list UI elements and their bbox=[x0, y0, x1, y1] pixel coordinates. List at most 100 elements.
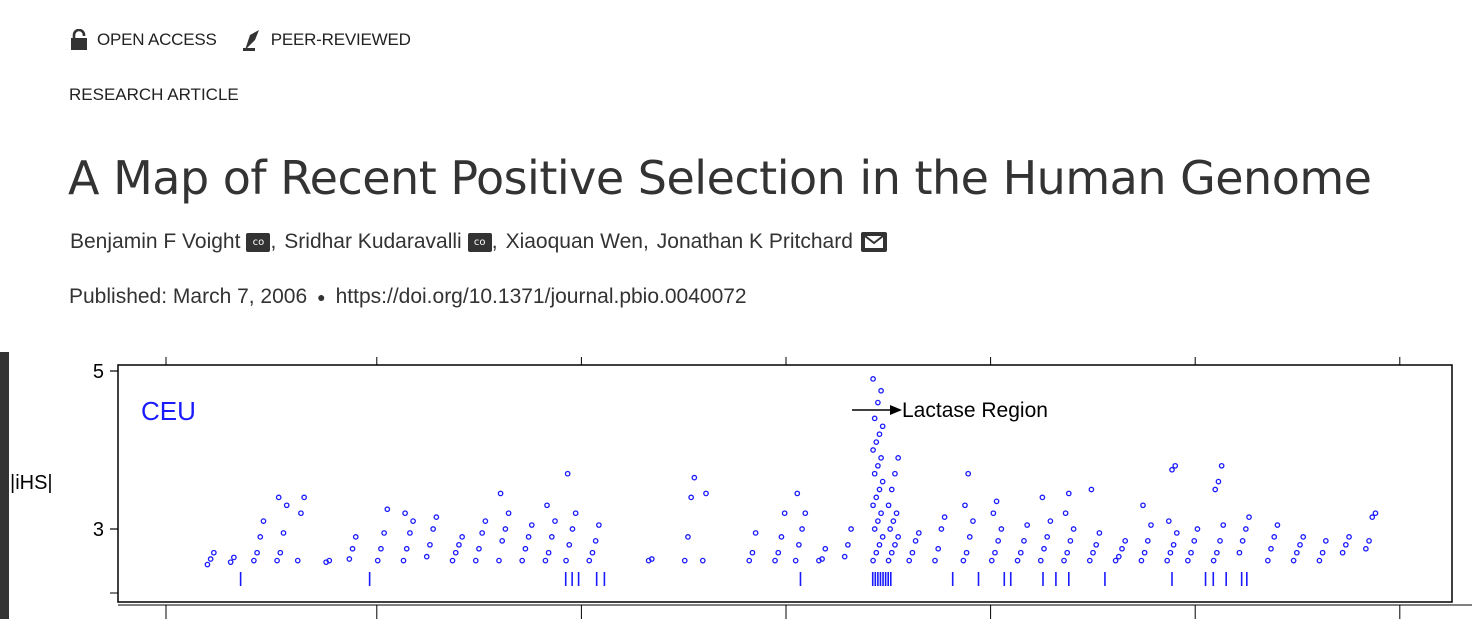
ihs-data-point bbox=[528, 522, 535, 528]
ihs-data-point bbox=[876, 486, 883, 493]
ihs-data-point bbox=[1169, 466, 1175, 473]
open-access-badge[interactable]: OPEN ACCESS bbox=[69, 29, 217, 51]
ihs-data-point bbox=[1172, 462, 1179, 469]
author-kudaravalli[interactable]: Sridhar Kudaravalli co bbox=[284, 230, 492, 254]
ihs-data-point bbox=[1041, 545, 1047, 552]
ihs-data-point bbox=[378, 545, 384, 552]
author-name[interactable]: Xiaoquan Wen bbox=[505, 230, 643, 253]
ihs-data-point bbox=[906, 557, 913, 564]
ihs-data-point bbox=[275, 494, 282, 501]
ihs-data-point bbox=[1064, 549, 1071, 556]
published-date: Published: March 7, 2006 bbox=[69, 285, 308, 308]
ihs-data-point bbox=[374, 557, 381, 564]
ihs-data-point bbox=[895, 534, 902, 540]
y-tick-label: 3 bbox=[93, 519, 104, 541]
ihs-data-point bbox=[1290, 557, 1297, 564]
ihs-data-point bbox=[301, 494, 307, 501]
annotation-lactase-region: Lactase Region bbox=[902, 399, 1048, 422]
ihs-data-point bbox=[1140, 502, 1146, 509]
article-type: RESEARCH ARTICLE bbox=[69, 85, 239, 104]
ihs-data-point bbox=[1184, 557, 1191, 564]
ihs-data-point bbox=[407, 530, 413, 536]
ihs-data-point bbox=[1210, 557, 1217, 564]
ihs-data-point bbox=[1268, 545, 1274, 552]
ihs-data-point bbox=[1144, 538, 1151, 544]
ihs-data-point bbox=[472, 557, 479, 564]
ihs-data-point bbox=[1218, 462, 1225, 469]
ihs-data-point bbox=[1316, 557, 1323, 564]
co-contributor-icon[interactable]: co bbox=[246, 232, 271, 252]
ihs-data-point bbox=[1191, 538, 1198, 544]
author-wen[interactable]: Xiaoquan Wen bbox=[506, 230, 643, 254]
ihs-data-point bbox=[1342, 541, 1349, 548]
ihs-data-point bbox=[596, 522, 602, 528]
author-name[interactable]: Sridhar Kudaravalli bbox=[284, 230, 462, 253]
ihs-data-point bbox=[1039, 494, 1046, 501]
ihs-data-point bbox=[456, 541, 462, 548]
doi-link[interactable]: https://doi.org/10.1371/journal.pbio.004… bbox=[335, 285, 747, 308]
ihs-data-point bbox=[871, 526, 878, 532]
ihs-data-point bbox=[875, 462, 881, 469]
ihs-data-point bbox=[845, 541, 851, 548]
open-access-label: OPEN ACCESS bbox=[97, 30, 217, 49]
author-voight[interactable]: Benjamin F Voight co bbox=[70, 230, 271, 254]
ihs-data-point bbox=[938, 526, 945, 532]
ihs-data-point bbox=[703, 490, 709, 497]
ihs-data-point bbox=[1119, 545, 1125, 552]
ihs-data-point bbox=[1165, 518, 1172, 524]
ihs-data-point bbox=[1274, 522, 1281, 528]
annotation-arrow-head bbox=[890, 405, 902, 415]
ihs-data-point bbox=[1070, 526, 1077, 532]
ihs-data-point bbox=[879, 423, 886, 430]
ihs-data-point bbox=[1271, 534, 1278, 540]
ihs-data-point bbox=[885, 557, 892, 564]
ihs-data-point bbox=[691, 474, 698, 481]
ihs-data-point bbox=[586, 557, 593, 564]
ihs-data-point bbox=[888, 549, 895, 556]
ihs-data-point bbox=[870, 557, 876, 564]
author-list: Benjamin F Voight co , Sridhar Kudaraval… bbox=[70, 230, 887, 254]
ihs-data-point bbox=[772, 557, 778, 564]
ihs-data-point bbox=[992, 549, 998, 556]
author-name[interactable]: Benjamin F Voight bbox=[70, 230, 241, 253]
author-pritchard[interactable]: Jonathan K Pritchard bbox=[657, 230, 887, 254]
ihs-data-point bbox=[941, 514, 948, 520]
ihs-data-point bbox=[564, 470, 571, 477]
ihs-data-point bbox=[499, 538, 506, 544]
co-contributor-icon[interactable]: co bbox=[467, 232, 492, 252]
ihs-data-point bbox=[545, 549, 552, 556]
mail-icon[interactable] bbox=[860, 232, 887, 252]
ihs-data-point bbox=[210, 549, 217, 556]
ihs-data-point bbox=[887, 526, 894, 532]
bullet-separator: ● bbox=[317, 289, 326, 305]
ihs-data-point bbox=[699, 557, 706, 564]
ihs-data-point bbox=[870, 376, 876, 382]
ihs-data-point bbox=[819, 556, 825, 562]
ihs-data-point bbox=[970, 518, 976, 524]
ihs-data-point bbox=[502, 526, 509, 532]
ihs-data-point bbox=[870, 447, 876, 453]
ihs-data-point bbox=[892, 541, 898, 548]
ihs-data-point bbox=[1090, 549, 1096, 556]
ihs-data-point bbox=[505, 510, 512, 517]
ihs-data-point bbox=[781, 510, 788, 517]
ihs-data-point bbox=[479, 530, 486, 536]
ihs-data-point bbox=[1096, 530, 1103, 536]
ihs-data-point bbox=[1300, 534, 1307, 540]
ihs-data-point bbox=[349, 545, 356, 552]
ihs-data-point bbox=[1164, 557, 1171, 564]
pen-nib-icon bbox=[242, 30, 259, 51]
ihs-data-point bbox=[990, 510, 997, 517]
ihs-data-point bbox=[1024, 522, 1031, 528]
peer-reviewed-badge[interactable]: PEER-REVIEWED bbox=[241, 28, 411, 52]
ihs-scatter-chart: |iHS| CEU Lactase Region 3 5 bbox=[10, 357, 1472, 619]
ihs-data-point bbox=[346, 556, 353, 562]
ihs-data-point bbox=[1093, 541, 1100, 548]
ihs-data-point bbox=[1173, 530, 1180, 536]
ihs-data-point bbox=[569, 526, 576, 532]
ihs-data-point bbox=[589, 549, 596, 556]
ihs-data-point bbox=[1167, 549, 1174, 556]
ihs-data-point bbox=[892, 470, 898, 477]
author-name[interactable]: Jonathan K Pritchard bbox=[656, 230, 853, 253]
ihs-data-point bbox=[204, 561, 211, 568]
